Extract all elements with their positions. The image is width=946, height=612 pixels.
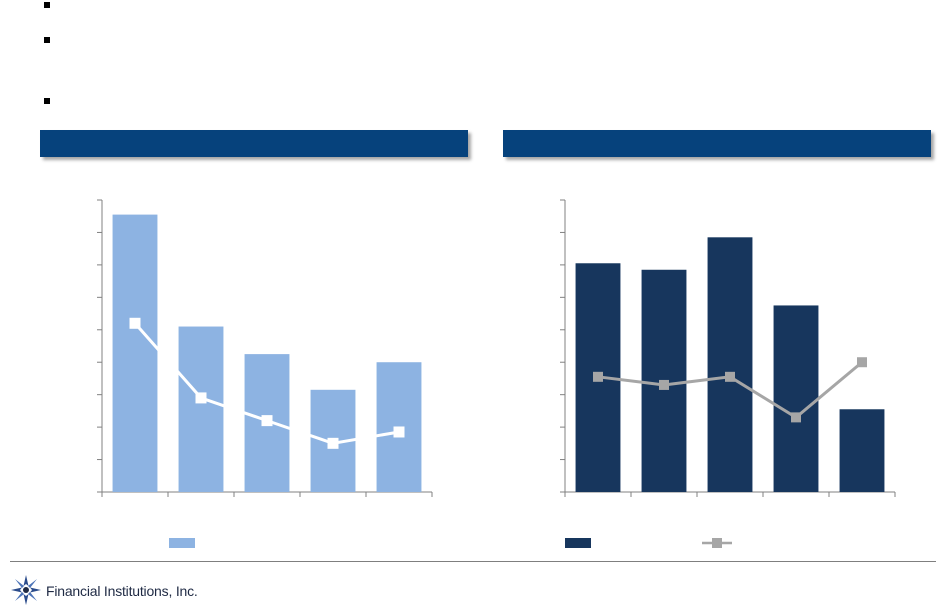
company-name: Financial Institutions, Inc. xyxy=(46,583,198,599)
left-line-point-3 xyxy=(261,415,273,427)
right-line-point-5 xyxy=(857,357,867,368)
right-legend-bar-swatch xyxy=(565,538,591,548)
right-bar-3 xyxy=(707,237,753,492)
right-bar-5 xyxy=(839,409,885,492)
right-chart xyxy=(560,199,896,497)
left-line-point-1 xyxy=(129,317,141,329)
company-logo-icon xyxy=(11,575,41,605)
left-line-point-2 xyxy=(195,392,207,404)
left-chart xyxy=(97,199,433,497)
footer-rule xyxy=(10,561,936,562)
right-line-point-4 xyxy=(791,412,801,423)
right-bar-4 xyxy=(773,305,819,492)
left-panel-header xyxy=(40,130,468,157)
bullet-1 xyxy=(44,2,50,8)
right-legend-line-swatch xyxy=(702,538,732,548)
right-line-point-2 xyxy=(659,379,669,390)
left-line-point-4 xyxy=(327,437,339,449)
right-line-point-1 xyxy=(593,371,603,382)
left-legend-bar-swatch xyxy=(169,538,195,548)
bullet-3 xyxy=(44,98,50,104)
left-line-point-5 xyxy=(393,426,405,438)
bullet-2 xyxy=(44,37,50,43)
right-line-point-3 xyxy=(725,371,735,382)
right-panel-header xyxy=(503,130,931,157)
left-bar-1 xyxy=(112,214,158,492)
left-bar-2 xyxy=(178,326,224,492)
